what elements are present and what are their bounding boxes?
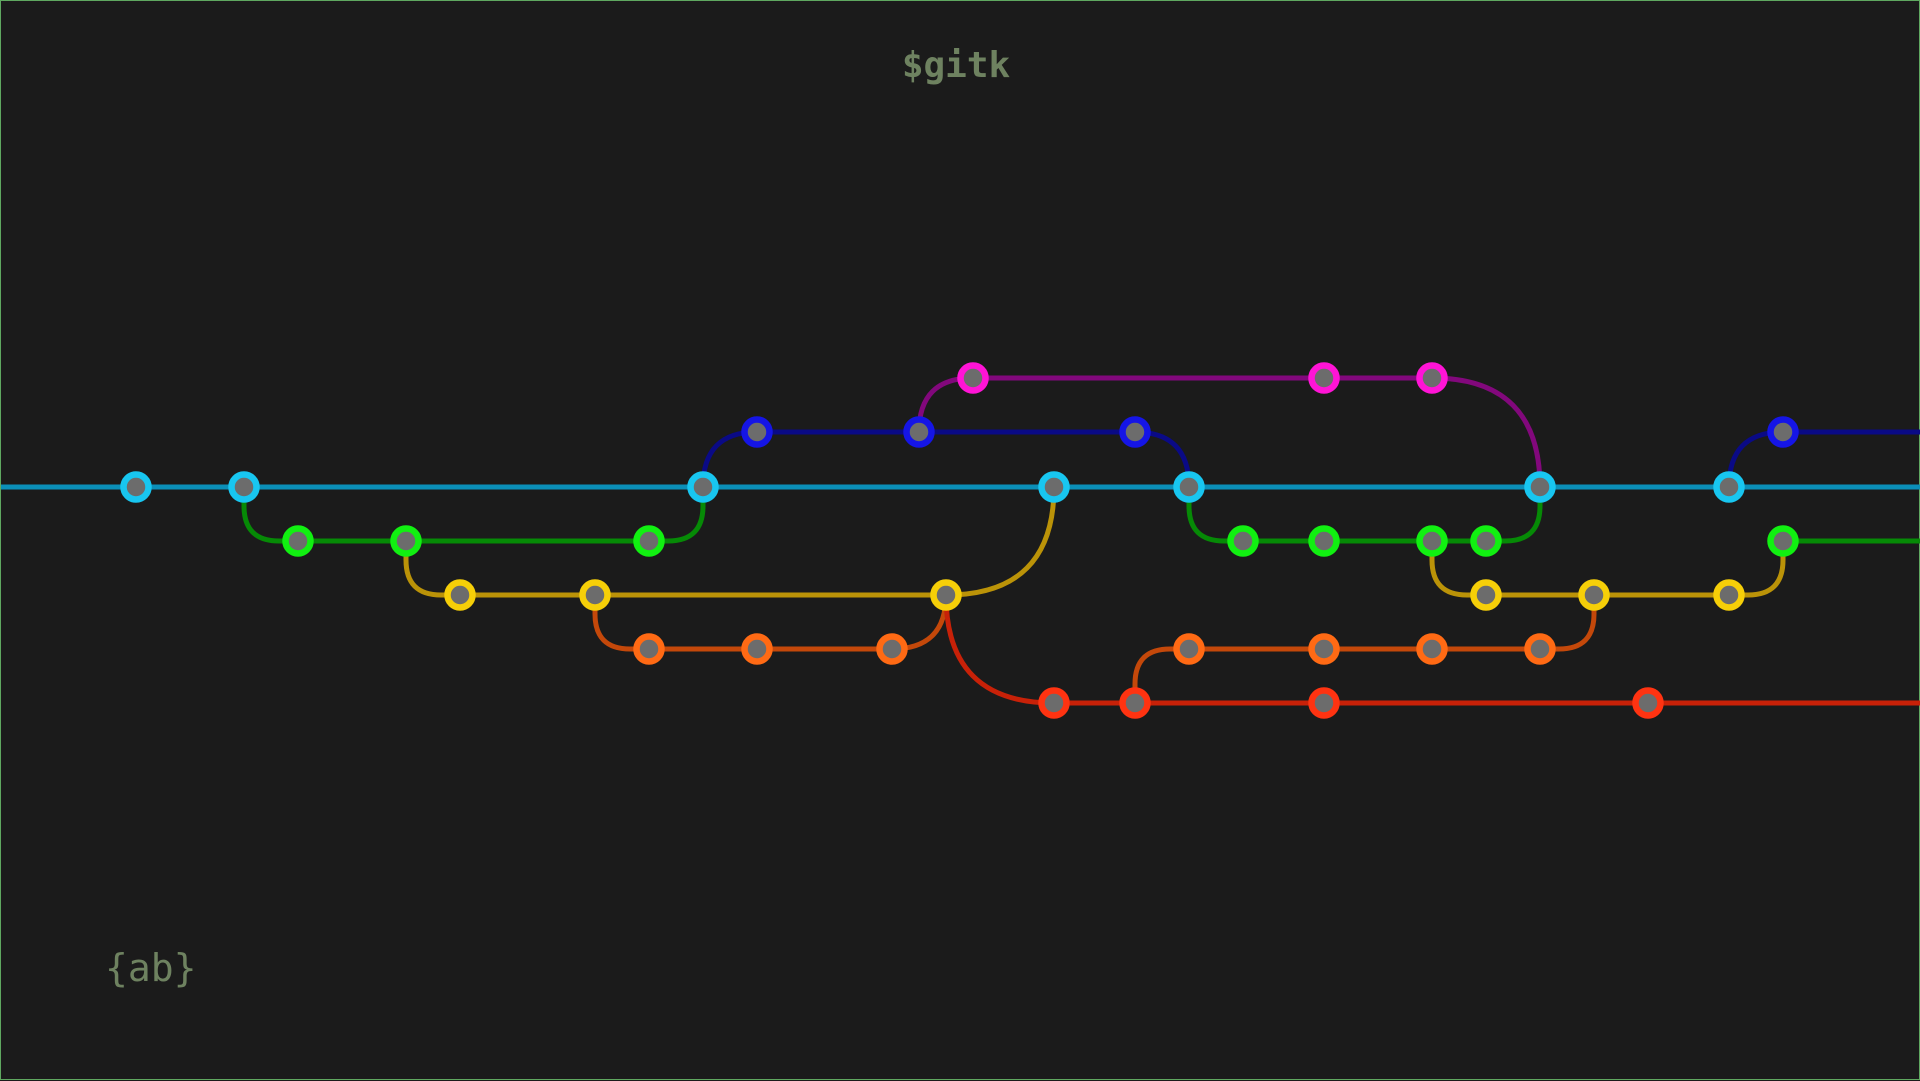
green-commit-node	[1416, 525, 1448, 557]
blue-commit-node	[1119, 416, 1151, 448]
orange-branch-line	[592, 595, 892, 652]
blue-commit-node	[741, 416, 773, 448]
green-branch-line	[241, 487, 649, 544]
blue-branch-line	[700, 429, 1192, 488]
red-commit-node	[1308, 687, 1340, 719]
orange-commit-node	[633, 633, 665, 665]
green-commit-node	[1767, 525, 1799, 557]
cyan-commit-node	[1524, 471, 1556, 503]
green-commit-node	[390, 525, 422, 557]
yellow-commit-node	[1713, 579, 1745, 611]
red-commit-node	[1038, 687, 1070, 719]
orange-branch-line	[1132, 646, 1540, 703]
yellow-commit-node	[444, 579, 476, 611]
pink-commit-node	[1308, 362, 1340, 394]
yellow-commit-node	[579, 579, 611, 611]
orange-commit-node	[1416, 633, 1448, 665]
orange-commit-node	[876, 633, 908, 665]
green-branch-line	[1486, 487, 1543, 544]
yellow-branch-line	[403, 541, 946, 598]
logo-text: {ab}	[105, 946, 197, 990]
yellow-commit-node	[1578, 579, 1610, 611]
yellow-commit-node	[930, 579, 962, 611]
blue-branch-line	[1726, 429, 1920, 488]
blue-commit-node	[1767, 416, 1799, 448]
green-branch-line	[649, 487, 706, 544]
red-commit-node	[1119, 687, 1151, 719]
orange-commit-node	[1524, 633, 1556, 665]
green-commit-node	[633, 525, 665, 557]
yellow-branch-line	[945, 486, 1057, 598]
pink-commit-node	[957, 362, 989, 394]
orange-commit-node	[1308, 633, 1340, 665]
cyan-commit-node	[1173, 471, 1205, 503]
cyan-commit-node	[1713, 471, 1745, 503]
page-title: $gitk	[901, 45, 1011, 86]
cyan-commit-node	[687, 471, 719, 503]
branch-lines	[1, 375, 1920, 706]
orange-branch-line	[1540, 595, 1597, 652]
cyan-commit-node	[1038, 471, 1070, 503]
orange-commit-node	[741, 633, 773, 665]
red-commit-node	[1632, 687, 1664, 719]
green-commit-node	[1308, 525, 1340, 557]
cyan-commit-node	[228, 471, 260, 503]
green-commit-node	[1470, 525, 1502, 557]
green-commit-node	[1227, 525, 1259, 557]
green-commit-node	[282, 525, 314, 557]
cyan-commit-node	[120, 471, 152, 503]
yellow-branch-line	[1729, 541, 1786, 598]
blue-commit-node	[903, 416, 935, 448]
commit-nodes	[120, 362, 1799, 719]
yellow-branch-line	[1429, 541, 1729, 598]
green-branch-line	[1186, 487, 1486, 544]
yellow-commit-node	[1470, 579, 1502, 611]
pink-commit-node	[1416, 362, 1448, 394]
orange-commit-node	[1173, 633, 1205, 665]
